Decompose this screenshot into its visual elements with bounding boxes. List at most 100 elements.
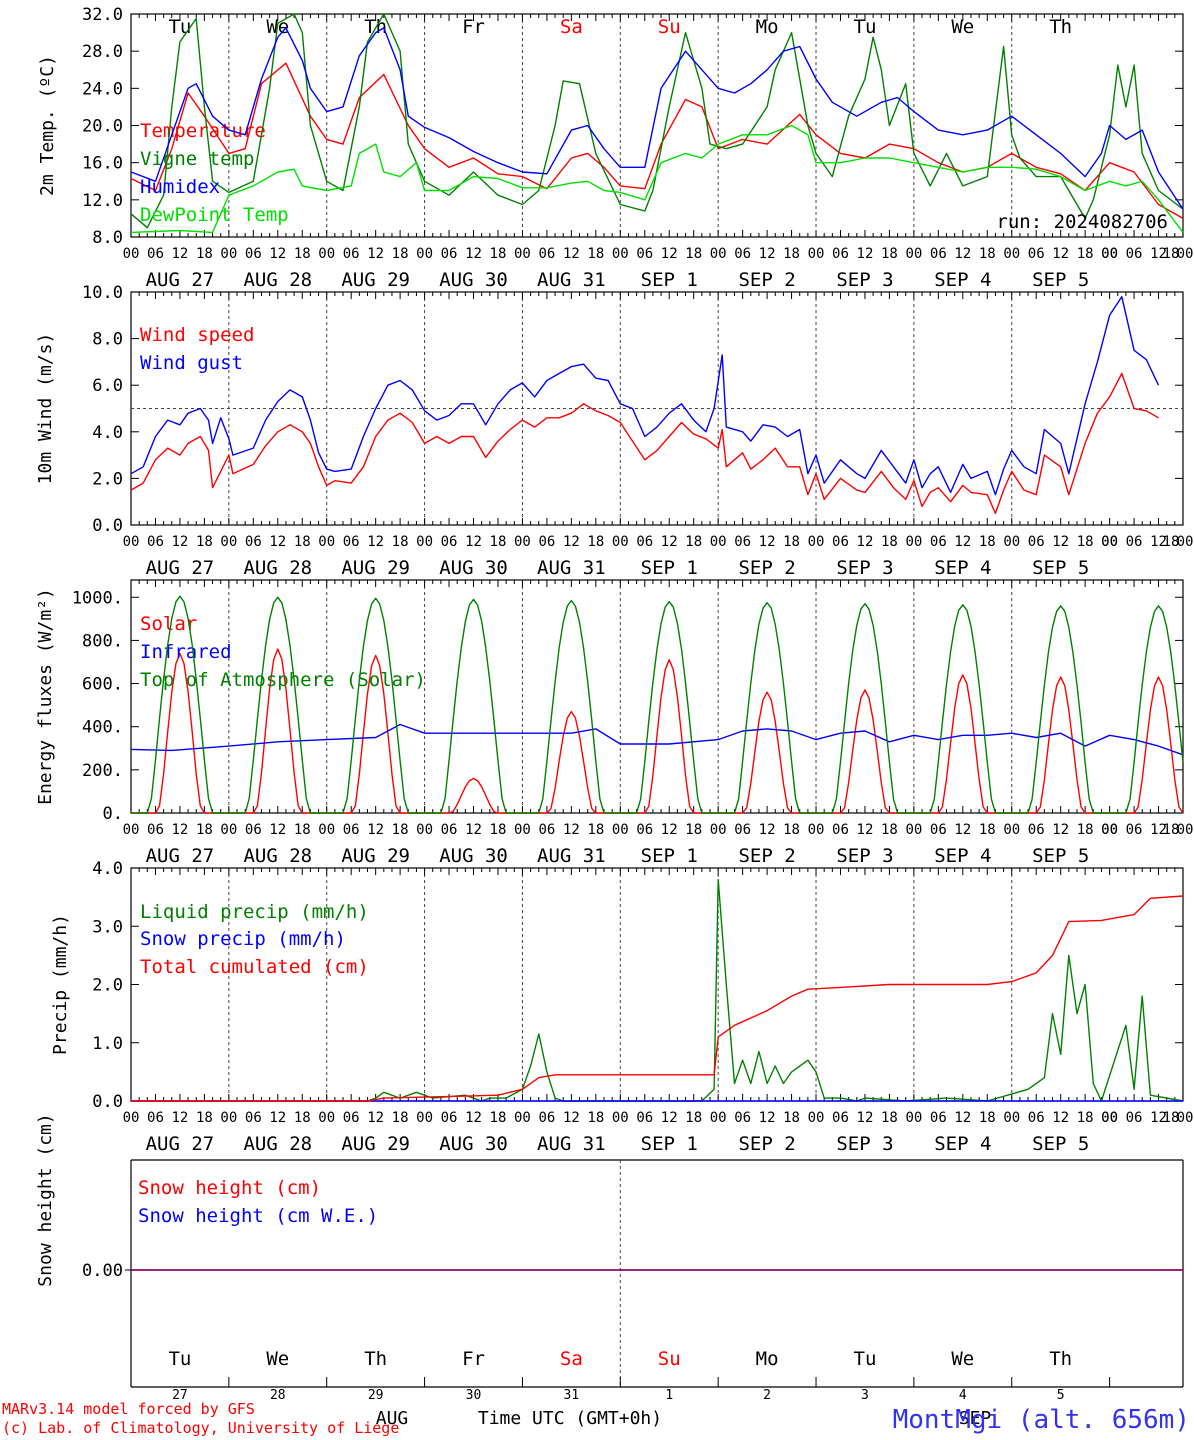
hour-tick-label: 12: [269, 822, 286, 838]
hour-tick-label: 00: [612, 822, 629, 838]
weekday-label: Th: [364, 1348, 387, 1370]
date-label: SEP 3: [836, 557, 893, 579]
footer-month-right: SEP: [959, 1408, 992, 1429]
hour-tick-label: 18: [1163, 822, 1180, 838]
hour-tick-label: 06: [245, 1110, 262, 1126]
day-number-label: 1: [665, 1388, 673, 1403]
y-tick-label: 4.0: [92, 423, 123, 443]
hour-tick-label: 00: [416, 246, 433, 262]
y-tick-label: 800.: [82, 631, 123, 651]
hour-tick-label: 18: [196, 246, 213, 262]
date-label: SEP 2: [738, 845, 795, 867]
weekday-label: Tu: [854, 16, 877, 38]
y-tick-label: 8.0: [92, 228, 123, 248]
y-tick-label: 10.0: [82, 283, 123, 303]
date-label: AUG 29: [341, 269, 410, 291]
day-number-label: 4: [959, 1388, 967, 1403]
hour-tick-label: 06: [147, 246, 164, 262]
hour-tick-label: 18: [783, 246, 800, 262]
date-label: AUG 31: [537, 845, 606, 867]
y-tick-label: 0.0: [92, 1092, 123, 1112]
hour-tick-label: 00: [318, 534, 335, 550]
legend-entry: Total cumulated (cm): [140, 956, 369, 978]
day-number-label: 28: [270, 1388, 286, 1403]
hour-tick-label: 18: [1077, 246, 1094, 262]
hour-tick-label: 18: [196, 534, 213, 550]
hour-tick-label: 06: [343, 1110, 360, 1126]
hour-tick-label: 12: [661, 534, 678, 550]
hour-tick-label: 18: [1077, 1110, 1094, 1126]
day-number-label: 27: [172, 1388, 188, 1403]
hour-tick-label: 18: [587, 246, 604, 262]
hour-tick-label: 00: [905, 246, 922, 262]
hour-tick-label: 12: [563, 822, 580, 838]
day-number-label: 30: [466, 1388, 482, 1403]
hour-tick-label: 12: [367, 534, 384, 550]
hour-tick-label: 06: [832, 1110, 849, 1126]
weekday-label: We: [951, 16, 974, 38]
date-label: AUG 29: [341, 845, 410, 867]
hour-tick-label: 00: [1101, 246, 1118, 262]
y-tick-label: 1.0: [92, 1034, 123, 1054]
hour-tick-label: 06: [930, 246, 947, 262]
hour-tick-label: 00: [1003, 822, 1020, 838]
hour-tick-label: 12: [367, 246, 384, 262]
hour-tick-label: 18: [196, 1110, 213, 1126]
hour-tick-label: 00: [808, 1110, 825, 1126]
hour-tick-label: 18: [1163, 246, 1180, 262]
weekday-label: Mo: [756, 16, 779, 38]
series-line: [130, 723, 1184, 756]
hour-tick-label: 18: [490, 1110, 507, 1126]
date-label: SEP 1: [641, 845, 698, 867]
hour-tick-label: 12: [857, 246, 874, 262]
hour-tick-label: 12: [1150, 822, 1167, 838]
y-tick-label: 32.0: [82, 5, 123, 25]
hour-tick-label: 06: [1028, 534, 1045, 550]
hour-tick-label: 12: [269, 1110, 286, 1126]
hour-tick-label: 12: [1150, 1110, 1167, 1126]
y-axis-label: Snow height (cm): [35, 1113, 56, 1286]
hour-tick-label: 12: [1052, 822, 1069, 838]
hour-tick-label: 00: [612, 534, 629, 550]
hour-tick-label: 00: [1101, 1110, 1118, 1126]
y-tick-label: 600.: [82, 675, 123, 695]
hour-tick-label: 12: [1150, 246, 1167, 262]
hour-tick-label: 06: [930, 1110, 947, 1126]
hour-tick-label: 06: [734, 246, 751, 262]
weekday-label: Tu: [854, 1348, 877, 1370]
hour-tick-label: 00: [416, 1110, 433, 1126]
date-label: AUG 31: [537, 557, 606, 579]
hour-tick-label: 06: [734, 1110, 751, 1126]
date-label: AUG 30: [439, 845, 508, 867]
hour-tick-label: 12: [367, 1110, 384, 1126]
hour-tick-label: 06: [1126, 1110, 1143, 1126]
hour-tick-label: 00: [318, 822, 335, 838]
date-label: AUG 28: [243, 845, 312, 867]
y-tick-label: 4.0: [92, 859, 123, 879]
date-label: AUG 28: [243, 269, 312, 291]
series-line: [130, 124, 1184, 234]
hour-tick-label: 06: [343, 246, 360, 262]
date-label: AUG 27: [146, 1133, 215, 1155]
hour-tick-label: 06: [147, 1110, 164, 1126]
y-tick-label: 200.: [82, 761, 123, 781]
hour-tick-label: 00: [1003, 246, 1020, 262]
hour-tick-label: 06: [245, 822, 262, 838]
legend-entry: Snow precip (mm/h): [140, 928, 346, 950]
hour-tick-label: 00: [1101, 1110, 1118, 1126]
hour-tick-label: 00: [1101, 822, 1118, 838]
hour-tick-label: 06: [1126, 534, 1143, 550]
hour-tick-label: 18: [1163, 534, 1180, 550]
weekday-label: We: [951, 1348, 974, 1370]
weekday-label: We: [266, 1348, 289, 1370]
hour-tick-label: 18: [392, 822, 409, 838]
legend-entry: DewPoint Temp: [140, 204, 289, 226]
hour-tick-label: 18: [1077, 822, 1094, 838]
series-line: [131, 595, 1184, 814]
date-label: SEP 4: [934, 845, 991, 867]
hour-tick-label: 18: [294, 534, 311, 550]
hour-tick-label: 00: [808, 246, 825, 262]
hour-tick-label: 12: [172, 822, 189, 838]
date-label: AUG 31: [537, 269, 606, 291]
